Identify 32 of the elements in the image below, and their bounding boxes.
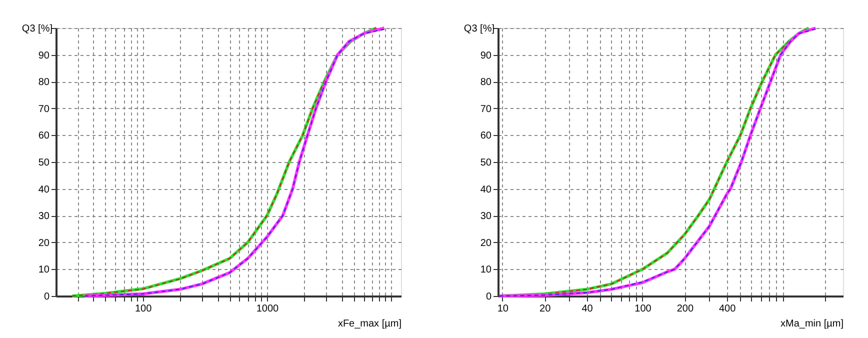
y-tick-label: 20 bbox=[480, 238, 492, 249]
x-tick-label: 20 bbox=[540, 304, 552, 314]
y-tick-label: 60 bbox=[38, 130, 50, 142]
y-tick-label: 10 bbox=[480, 264, 492, 276]
x-tick-label: 100 bbox=[134, 304, 152, 314]
x-tick-label: 10 bbox=[497, 304, 509, 314]
x-axis-title: xMa_min [µm] bbox=[780, 318, 844, 330]
x-tick-label: 200 bbox=[676, 304, 694, 314]
y-tick-label: 10 bbox=[38, 264, 50, 276]
y-tick-label: 20 bbox=[38, 238, 50, 249]
x-axis-title: xFe_max [µm] bbox=[338, 318, 402, 330]
y-tick-label: 50 bbox=[38, 158, 50, 168]
x-tick-label: 1000 bbox=[256, 304, 280, 314]
y-tick-label: 70 bbox=[480, 104, 492, 115]
y-tick-label: 40 bbox=[480, 184, 492, 196]
y-tick-label: 90 bbox=[38, 50, 50, 62]
y-axis-title: Q3 [%] bbox=[22, 24, 53, 34]
x-tick-label: 100 bbox=[634, 304, 652, 314]
y-tick-label: 0 bbox=[486, 292, 492, 302]
y-tick-label: 70 bbox=[38, 104, 50, 115]
x-tick-label: 40 bbox=[582, 304, 594, 314]
y-tick-label: 30 bbox=[480, 211, 492, 222]
y-axis-title: Q3 [%] bbox=[464, 24, 495, 34]
y-tick-label: 90 bbox=[480, 50, 492, 62]
y-tick-label: 60 bbox=[480, 130, 492, 142]
y-tick-label: 80 bbox=[38, 77, 50, 88]
y-tick-label: 0 bbox=[44, 292, 50, 302]
y-tick-label: 50 bbox=[480, 158, 492, 168]
y-tick-label: 40 bbox=[38, 184, 50, 196]
y-tick-label: 80 bbox=[480, 77, 492, 88]
x-tick-label: 400 bbox=[718, 304, 736, 314]
y-tick-label: 30 bbox=[38, 211, 50, 222]
